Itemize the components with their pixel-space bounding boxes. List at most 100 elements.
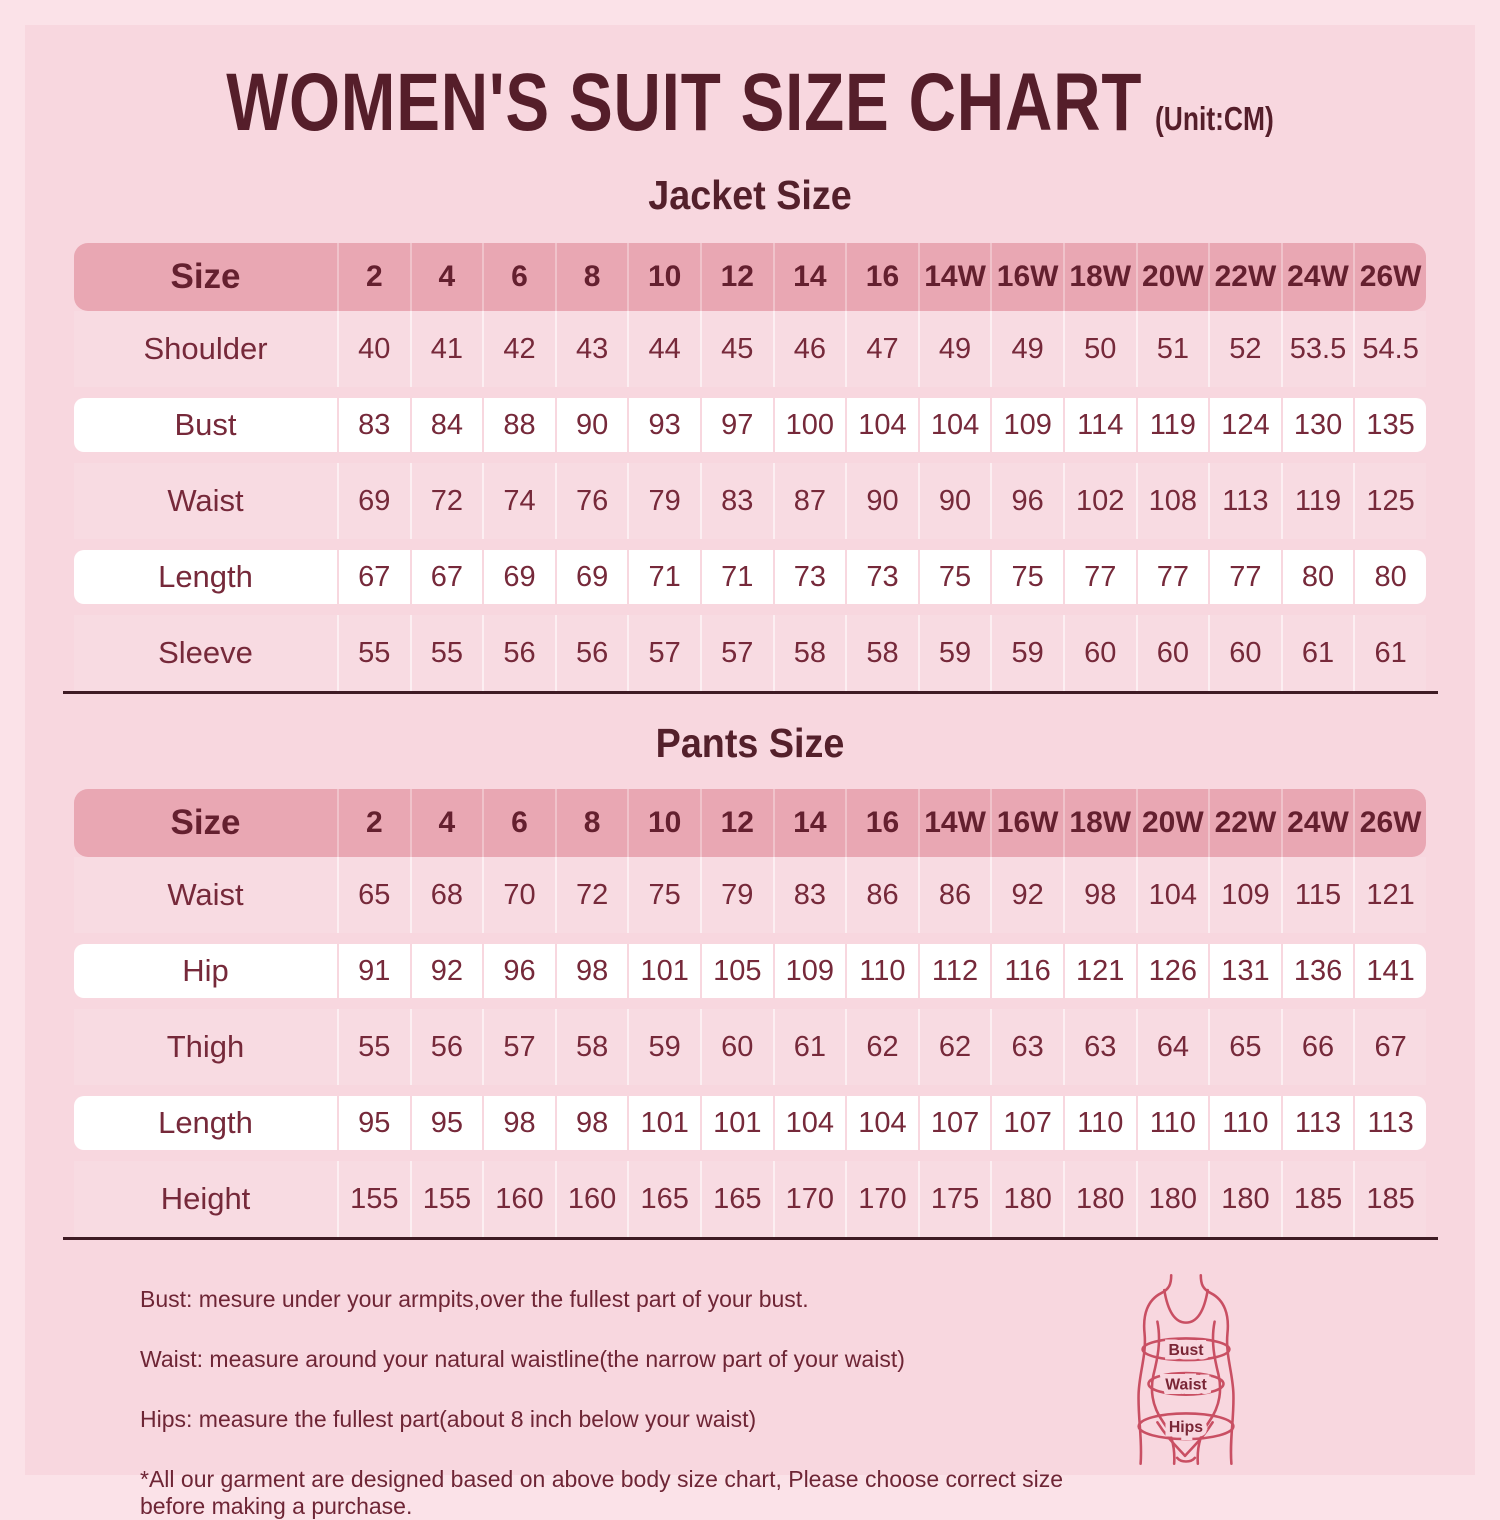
note-garment: *All our garment are designed based on a… [140,1466,1064,1519]
waist-measure-line [1147,1371,1225,1396]
measurement-cell: 180 [1210,1161,1283,1237]
measurement-cell: 90 [557,398,630,452]
measurement-cell: 55 [412,615,485,691]
size-column-header: 14 [775,789,848,857]
measurement-cell: 58 [847,615,920,691]
measurement-cell: 180 [992,1161,1065,1237]
measurement-cell: 175 [920,1161,993,1237]
size-column-header: 16W [992,243,1065,311]
measurement-cell: 47 [847,311,920,387]
measurement-cell: 101 [702,1096,775,1150]
measurement-cell: 62 [920,1009,993,1085]
measurement-cell: 104 [920,398,993,452]
measurement-cell: 165 [702,1161,775,1237]
measurement-cell: 107 [920,1096,993,1150]
measurement-cell: 113 [1210,463,1283,539]
measurement-cell: 96 [992,463,1065,539]
measurement-cell: 113 [1367,1106,1414,1139]
measurement-cell: 42 [484,311,557,387]
measurement-cell: 67 [339,550,412,604]
measurement-cell: 63 [992,1009,1065,1085]
table-row-bust: Bust 83 84 88 90 93 97 100 104 104 109 114 119 124 130… [74,398,1426,452]
table-row-hip: Hip 91 92 96 98 101 105 109 110 112 116 121 126 131 13… [74,944,1426,998]
measurement-cell: 104 [775,1096,848,1150]
measurement-cell: 110 [1065,1096,1138,1150]
size-column-header: 22W [1210,243,1283,311]
size-column-header: 16 [847,789,920,857]
measurement-cell: 68 [412,857,485,933]
size-column-header: 26W [1359,806,1422,839]
measurement-cell: 72 [557,857,630,933]
measurement-cell: 97 [702,398,775,452]
measurement-cell: 70 [484,857,557,933]
size-column-header: 12 [702,789,775,857]
measurement-cell: 67 [1374,1030,1407,1063]
row-label: Sleeve [74,615,339,691]
measurement-cell: 91 [339,944,412,998]
measurement-cell: 114 [1065,398,1138,452]
measurement-cell: 107 [992,1096,1065,1150]
size-column-header: 4 [412,789,485,857]
measurement-cell: 105 [702,944,775,998]
size-column-header: 14W [920,243,993,311]
size-column-header: 20W [1138,789,1211,857]
figure-hips-label: Hips [1169,1419,1203,1436]
row-label: Waist [74,463,339,539]
measurement-cell: 95 [412,1096,485,1150]
measurement-cell: 101 [629,944,702,998]
row-label: Waist [74,857,339,933]
row-label: Height [74,1161,339,1237]
measurement-cell: 86 [920,857,993,933]
measurement-cell: 60 [1138,615,1211,691]
measurement-cell: 130 [1283,398,1356,452]
hips-measure-line [1137,1412,1235,1441]
size-column-header: 22W [1210,789,1283,857]
measurement-cell: 73 [847,550,920,604]
size-column-header: 18W [1065,789,1138,857]
measurement-cell: 108 [1138,463,1211,539]
table-row-waist: Waist 69 72 74 76 79 83 87 90 90 96 102 108 113 119 125 [74,463,1426,539]
measurement-cell: 109 [1210,857,1283,933]
measurement-cell: 160 [484,1161,557,1237]
figure-bust-label: Bust [1168,1342,1204,1359]
size-column-header: 4 [412,243,485,311]
torso-outline [1137,1274,1173,1466]
measurement-cell: 119 [1283,463,1356,539]
jacket-size-table: Size 2 4 6 8 10 12 14 16 14W 16W 18W 20W 22W 24W 26W Sho… [74,243,1426,691]
jacket-table-title: Jacket Size [648,172,852,218]
measurement-cell: 49 [992,311,1065,387]
size-column-header: 14W [920,789,993,857]
measurement-cell: 180 [1138,1161,1211,1237]
measurement-cell: 71 [702,550,775,604]
size-column-header: 20W [1138,243,1211,311]
size-column-header: 6 [484,789,557,857]
measurement-cell: 43 [557,311,630,387]
measurement-cell: 41 [412,311,485,387]
measurement-cell: 90 [920,463,993,539]
measurement-cell: 113 [1283,1096,1356,1150]
measurement-cell: 98 [484,1096,557,1150]
measurement-cell: 53.5 [1283,311,1356,387]
size-column-header: 10 [629,789,702,857]
table-row-height: Height 155 155 160 160 165 165 170 170 175 180 180 1… [74,1161,1426,1237]
measurement-cell: 73 [775,550,848,604]
measurement-cell: 59 [629,1009,702,1085]
measurement-cell: 98 [557,944,630,998]
table-row-waist: Waist 65 68 70 72 75 79 83 86 86 92 98 104 109 115 121 [74,857,1426,933]
measurement-cell: 45 [702,311,775,387]
table-header-row: Size 2 4 6 8 10 12 14 16 14W 16W 18W 20W 22W 24W 26W [74,789,1426,857]
measurement-cell: 44 [629,311,702,387]
measurement-cell: 110 [1138,1096,1211,1150]
measurement-cell: 75 [992,550,1065,604]
measurement-cell: 61 [775,1009,848,1085]
measurement-cell: 92 [412,944,485,998]
measurement-cell: 46 [775,311,848,387]
measurement-cell: 57 [484,1009,557,1085]
measurement-cell: 96 [484,944,557,998]
measurement-cell: 58 [557,1009,630,1085]
body-measurement-figure: Bust Waist Hips [1112,1272,1260,1475]
measurement-cell: 59 [992,615,1065,691]
measurement-cell: 63 [1065,1009,1138,1085]
footer: Bust: mesure under your armpits,over the… [0,1240,1500,1520]
